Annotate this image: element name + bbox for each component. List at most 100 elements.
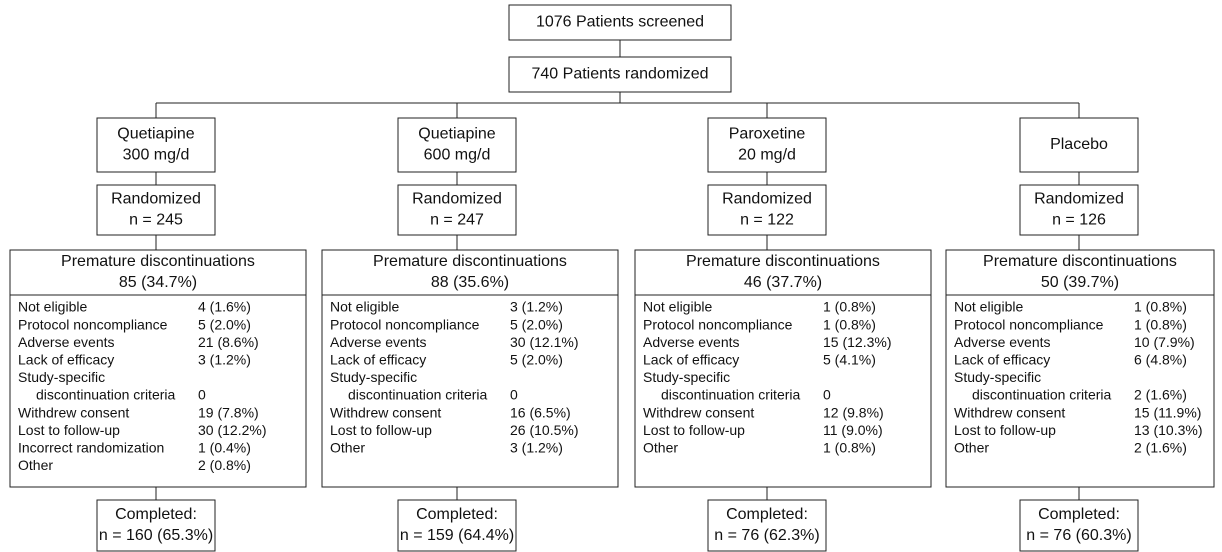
arm-box-text: Paroxetine	[729, 126, 806, 143]
reason-value: 16 (6.5%)	[510, 404, 571, 420]
reason-value: 1 (0.8%)	[823, 316, 876, 332]
arm-box-text: Quetiapine	[117, 126, 194, 143]
arm-box-text: 600 mg/d	[424, 147, 491, 164]
screened-box-text: 1076 Patients screened	[536, 14, 704, 31]
reason-label: Lack of efficacy	[954, 352, 1050, 368]
completed-box	[397, 499, 517, 552]
reason-label: Withdrew consent	[18, 404, 129, 420]
randomized-box-text: 740 Patients randomized	[532, 66, 709, 83]
reason-label: Adverse events	[18, 334, 115, 350]
arm-box	[397, 117, 517, 173]
reason-value: 15 (12.3%)	[823, 334, 891, 350]
discontinuation-header	[634, 249, 932, 296]
reason-label: Other	[643, 440, 678, 456]
reason-label: Lost to follow-up	[18, 422, 120, 438]
reason-label: discontinuation criteria	[348, 387, 488, 403]
reason-label: Withdrew consent	[643, 404, 754, 420]
reason-label: Lost to follow-up	[954, 422, 1056, 438]
arm-box-text: Quetiapine	[418, 126, 495, 143]
reason-label: Study-specific	[330, 369, 417, 385]
reason-label: Lack of efficacy	[18, 352, 114, 368]
arm-box	[96, 117, 216, 173]
reason-value: 2 (1.6%)	[1134, 440, 1187, 456]
discontinuation-header	[9, 249, 307, 296]
randomized-n-box	[96, 184, 216, 236]
discontinuation-total: 50 (39.7%)	[1041, 274, 1119, 291]
completed-box	[96, 499, 216, 552]
randomized-n-box-text: Randomized	[412, 191, 502, 208]
randomized-n-box-text: Randomized	[722, 191, 812, 208]
randomized-n-box-text: Randomized	[1034, 191, 1124, 208]
discontinuation-title: Premature discontinuations	[983, 253, 1177, 270]
reason-value: 3 (1.2%)	[510, 299, 563, 315]
reason-label: Other	[954, 440, 989, 456]
reason-value: 30 (12.2%)	[198, 422, 266, 438]
completed-box-text: n = 159 (64.4%)	[400, 527, 514, 544]
reason-label: Withdrew consent	[330, 404, 441, 420]
reason-value: 3 (1.2%)	[510, 440, 563, 456]
reason-value: 5 (4.1%)	[823, 352, 876, 368]
reason-value: 5 (2.0%)	[510, 316, 563, 332]
reason-value: 1 (0.4%)	[198, 440, 251, 456]
reason-label: Incorrect randomization	[18, 440, 164, 456]
reason-value: 12 (9.8%)	[823, 404, 884, 420]
reason-value: 0	[823, 387, 831, 403]
reason-value: 21 (8.6%)	[198, 334, 259, 350]
reason-value: 6 (4.8%)	[1134, 352, 1187, 368]
completed-box-text: Completed:	[726, 506, 808, 523]
discontinuation-title: Premature discontinuations	[61, 253, 255, 270]
reason-value: 2 (1.6%)	[1134, 387, 1187, 403]
reason-label: Withdrew consent	[954, 404, 1065, 420]
reasons-box	[321, 294, 619, 488]
completed-box-text: Completed:	[416, 506, 498, 523]
discontinuation-total: 46 (37.7%)	[744, 274, 822, 291]
reason-label: Not eligible	[954, 299, 1023, 315]
completed-box-text: Completed:	[1038, 506, 1120, 523]
reason-label: Adverse events	[330, 334, 427, 350]
randomized-n-box-text: n = 126	[1052, 212, 1106, 229]
discontinuation-total: 85 (34.7%)	[119, 274, 197, 291]
reason-label: Lack of efficacy	[643, 352, 739, 368]
reason-label: Not eligible	[643, 299, 712, 315]
randomized-n-box-text: n = 122	[740, 212, 794, 229]
completed-box-text: n = 76 (62.3%)	[714, 527, 819, 544]
reason-label: Study-specific	[18, 369, 105, 385]
reason-value: 0	[198, 387, 206, 403]
discontinuation-total: 88 (35.6%)	[431, 274, 509, 291]
reason-value: 5 (2.0%)	[510, 352, 563, 368]
reason-label: Lost to follow-up	[643, 422, 745, 438]
completed-box-text: Completed:	[115, 506, 197, 523]
discontinuation-title: Premature discontinuations	[686, 253, 880, 270]
reason-value: 4 (1.6%)	[198, 299, 251, 315]
randomized-n-box-text: n = 247	[430, 212, 484, 229]
reason-label: discontinuation criteria	[36, 387, 176, 403]
completed-box-text: n = 76 (60.3%)	[1026, 527, 1131, 544]
arm-box-text: 20 mg/d	[738, 147, 796, 164]
reason-label: Protocol noncompliance	[330, 316, 480, 332]
reason-value: 1 (0.8%)	[823, 440, 876, 456]
reason-label: Study-specific	[954, 369, 1041, 385]
randomized-n-box-text: Randomized	[111, 191, 201, 208]
arm-box-text: 300 mg/d	[123, 147, 190, 164]
reason-value: 11 (9.0%)	[823, 422, 883, 438]
randomized-n-box	[397, 184, 517, 236]
reason-label: discontinuation criteria	[972, 387, 1112, 403]
reason-value: 1 (0.8%)	[1134, 316, 1187, 332]
screened-box	[508, 4, 732, 41]
reason-label: Protocol noncompliance	[954, 316, 1104, 332]
reason-value: 5 (2.0%)	[198, 316, 251, 332]
randomized-n-box	[707, 184, 827, 236]
completed-box	[1019, 499, 1139, 552]
reason-value: 2 (0.8%)	[198, 457, 251, 473]
reason-value: 1 (0.8%)	[823, 299, 876, 315]
reason-label: Protocol noncompliance	[18, 316, 168, 332]
reason-label: Other	[330, 440, 365, 456]
reason-value: 1 (0.8%)	[1134, 299, 1187, 315]
discontinuation-header	[321, 249, 619, 296]
discontinuation-title: Premature discontinuations	[373, 253, 567, 270]
completed-box-text: n = 160 (65.3%)	[99, 527, 213, 544]
randomized-n-box-text: n = 245	[129, 212, 183, 229]
reason-value: 13 (10.3%)	[1134, 422, 1202, 438]
reason-value: 10 (7.9%)	[1134, 334, 1195, 350]
